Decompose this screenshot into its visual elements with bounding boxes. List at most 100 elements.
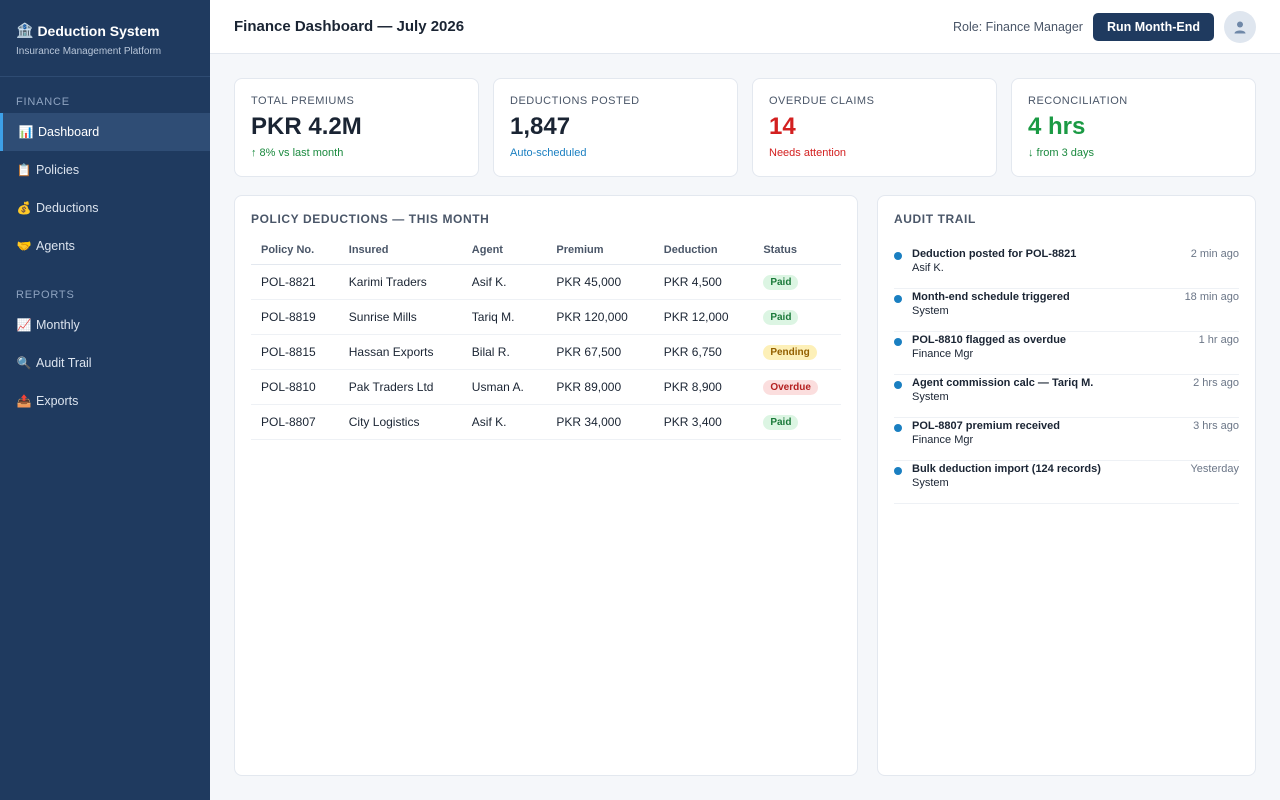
brand-subtitle: Insurance Management Platform	[16, 46, 162, 57]
kpi-value: 14	[769, 113, 796, 140]
audit-body: Bulk deduction import (124 records) Syst…	[912, 461, 1190, 503]
cell-insured: Hassan Exports	[338, 334, 462, 370]
cell-agent: Asif K.	[461, 264, 547, 300]
cell-agent: Usman A.	[461, 369, 547, 405]
audit-title: Month-end schedule triggered	[912, 291, 1070, 303]
cell-status: Paid	[753, 404, 841, 440]
bar-chart-icon: 📊	[18, 125, 34, 139]
kpi-value: 1,847	[510, 113, 571, 140]
cell-premium: PKR 67,500	[546, 334, 654, 370]
audit-item[interactable]: Bulk deduction import (124 records) Syst…	[894, 461, 1239, 504]
brand: 🏦 Deduction System Insurance Management …	[0, 0, 210, 77]
audit-body: Deduction posted for POL-8821 Asif K.	[912, 246, 1191, 288]
cell-policy: POL-8815	[251, 334, 339, 370]
sidebar-item-agents[interactable]: 🤝 Agents	[0, 227, 210, 265]
sidebar-item-monthly[interactable]: 📈 Monthly	[0, 306, 210, 344]
cell-agent: Asif K.	[461, 404, 547, 440]
status-badge: Overdue	[763, 380, 818, 395]
cell-premium: PKR 120,000	[546, 299, 654, 335]
audit-actor: System	[912, 477, 949, 489]
cell-deduction: PKR 4,500	[653, 264, 754, 300]
audit-item[interactable]: Agent commission calc — Tariq M. System …	[894, 375, 1239, 418]
sidebar-item-exports[interactable]: 📤 Exports	[0, 382, 210, 420]
cell-status: Pending	[753, 334, 841, 370]
table-row[interactable]: POL-8821 Karimi Traders Asif K. PKR 45,0…	[251, 264, 841, 300]
panel-title: POLICY DEDUCTIONS — THIS MONTH	[251, 212, 490, 226]
audit-title: POL-8807 premium received	[912, 420, 1060, 432]
table-row[interactable]: POL-8810 Pak Traders Ltd Usman A. PKR 89…	[251, 369, 841, 405]
table-row[interactable]: POL-8807 City Logistics Asif K. PKR 34,0…	[251, 404, 841, 440]
kpi-subtext: ↓ from 3 days	[1028, 147, 1095, 159]
column-header-deduction[interactable]: Deduction	[653, 244, 754, 265]
audit-body: Month-end schedule triggered System	[912, 289, 1185, 331]
audit-time: 18 min ago	[1184, 291, 1239, 303]
cell-insured: Karimi Traders	[338, 264, 462, 300]
kpi-subtext: ↑ 8% vs last month	[251, 147, 344, 159]
deductions-panel: POLICY DEDUCTIONS — THIS MONTH Policy No…	[234, 195, 858, 776]
clipboard-icon: 📋	[16, 163, 32, 177]
bank-icon: 🏦	[16, 22, 34, 38]
nav-section-finance: FINANCE	[16, 96, 70, 108]
cell-status: Paid	[753, 299, 841, 335]
cell-deduction: PKR 12,000	[653, 299, 754, 335]
main-area: Finance Dashboard — July 2026 Role: Fina…	[210, 0, 1280, 800]
kpi-label: RECONCILIATION	[1028, 95, 1128, 107]
audit-actor: System	[912, 391, 949, 403]
cell-agent: Bilal R.	[461, 334, 547, 370]
audit-time: 2 hrs ago	[1193, 377, 1239, 389]
user-icon	[1234, 21, 1246, 33]
cell-policy: POL-8819	[251, 299, 339, 335]
audit-item[interactable]: Month-end schedule triggered System 18 m…	[894, 289, 1239, 332]
status-dot-icon	[894, 295, 902, 303]
audit-title: Agent commission calc — Tariq M.	[912, 377, 1094, 389]
kpi-card-reconciliation: RECONCILIATION 4 hrs ↓ from 3 days	[1011, 78, 1256, 177]
cell-agent: Tariq M.	[461, 299, 547, 335]
sidebar: 🏦 Deduction System Insurance Management …	[0, 0, 210, 800]
cell-insured: Sunrise Mills	[338, 299, 462, 335]
sidebar-item-label: Monthly	[36, 318, 80, 332]
avatar[interactable]	[1224, 10, 1256, 43]
sidebar-item-label: Audit Trail	[36, 356, 92, 370]
kpi-label: TOTAL PREMIUMS	[251, 95, 355, 107]
audit-item[interactable]: POL-8810 flagged as overdue Finance Mgr …	[894, 332, 1239, 375]
audit-title: Deduction posted for POL-8821	[912, 248, 1077, 260]
sidebar-item-dashboard[interactable]: 📊 Dashboard	[0, 113, 210, 151]
audit-actor: Finance Mgr	[912, 348, 974, 360]
cell-status: Overdue	[753, 369, 841, 405]
audit-title: POL-8810 flagged as overdue	[912, 334, 1067, 346]
cell-policy: POL-8821	[251, 264, 339, 300]
sidebar-item-audit-trail[interactable]: 🔍 Audit Trail	[0, 344, 210, 382]
sidebar-item-deductions[interactable]: 💰 Deductions	[0, 189, 210, 227]
audit-item[interactable]: POL-8807 premium received Finance Mgr 3 …	[894, 418, 1239, 461]
column-header-status[interactable]: Status	[753, 244, 841, 265]
sidebar-item-label: Policies	[36, 163, 80, 177]
status-dot-icon	[894, 338, 902, 346]
sidebar-item-label: Deductions	[36, 201, 99, 215]
status-badge: Paid	[763, 415, 799, 430]
audit-body: POL-8810 flagged as overdue Finance Mgr	[912, 332, 1199, 374]
audit-time: 1 hr ago	[1198, 334, 1239, 346]
sidebar-item-policies[interactable]: 📋 Policies	[0, 151, 210, 189]
audit-item[interactable]: Deduction posted for POL-8821 Asif K. 2 …	[894, 246, 1239, 289]
table-row[interactable]: POL-8815 Hassan Exports Bilal R. PKR 67,…	[251, 334, 841, 370]
audit-trail-panel: AUDIT TRAIL Deduction posted for POL-882…	[877, 195, 1256, 776]
brand-title: 🏦 Deduction System	[16, 22, 194, 39]
panels-row: POLICY DEDUCTIONS — THIS MONTH Policy No…	[234, 195, 1256, 776]
audit-actor: Asif K.	[912, 262, 944, 274]
column-header-insured[interactable]: Insured	[338, 244, 462, 265]
status-dot-icon	[894, 381, 902, 389]
column-header-policy[interactable]: Policy No.	[251, 244, 339, 265]
topbar-actions: Role: Finance Manager Run Month-End	[953, 10, 1256, 43]
column-header-agent[interactable]: Agent	[461, 244, 547, 265]
audit-list: Deduction posted for POL-8821 Asif K. 2 …	[894, 246, 1239, 504]
deductions-table: Policy No. Insured Agent Premium Deducti…	[251, 244, 841, 440]
cell-deduction: PKR 8,900	[653, 369, 754, 405]
column-header-premium[interactable]: Premium	[546, 244, 654, 265]
brand-title-text: Deduction System	[37, 22, 160, 39]
cell-deduction: PKR 3,400	[653, 404, 754, 440]
kpi-value: PKR 4.2M	[251, 113, 362, 140]
kpi-label: DEDUCTIONS POSTED	[510, 95, 640, 107]
run-month-end-button[interactable]: Run Month-End	[1092, 12, 1214, 41]
status-dot-icon	[894, 252, 902, 260]
table-row[interactable]: POL-8819 Sunrise Mills Tariq M. PKR 120,…	[251, 299, 841, 335]
